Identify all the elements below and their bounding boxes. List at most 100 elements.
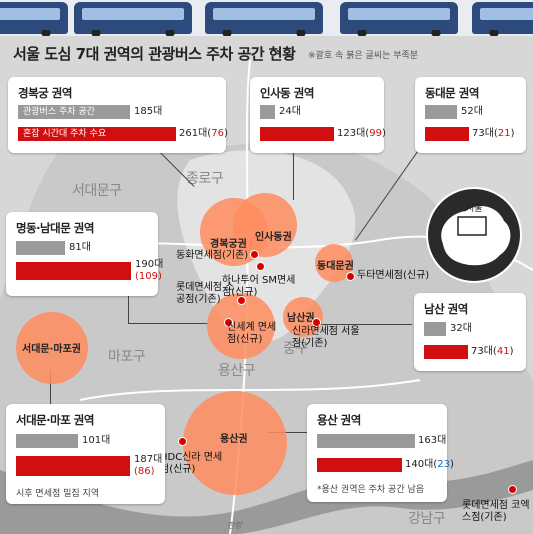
circle-label-insadong: 인사동권 [255,232,292,243]
demand-value: 73대(21) [472,128,515,139]
box-footnote: *용산 권역은 주차 공간 남음 [317,485,425,495]
store-dot [224,318,233,327]
demand-bar [425,127,469,141]
surplus-value: 23 [437,459,450,470]
demand-bar [16,262,131,280]
bus-icon [472,2,533,36]
shortage-value: 41 [496,346,510,357]
leader-line [293,150,294,200]
leader-line [312,324,412,325]
seoul-inset-label: 서울 [466,204,483,214]
parking-value: 185대 [134,106,163,117]
circle-yongsan [183,391,287,495]
demand-bar [260,127,334,141]
region-mapo: 마포구 [108,349,146,365]
box-title: 인사동 권역 [260,86,314,100]
store-dot [312,318,321,327]
watermark: 한랑 [227,521,242,530]
demand-value: 73대(41) [471,346,514,357]
store-hdc-shilla: HDC신라 면세점(신규) [160,452,223,475]
bus-strip [0,0,533,36]
demand-bar [16,456,130,476]
bus-icon [205,2,323,36]
leader-line [128,296,129,324]
box-title: 서대문·마포 권역 [16,413,94,427]
demand-value: 187대 [134,454,163,465]
region-jongno: 종로구 [186,171,224,187]
store-dongwha: 동화면세점(기존) [176,250,249,261]
region-gangnam: 강남구 [408,511,446,527]
store-doota: 두타면세점(신규) [357,270,430,281]
circle-label-gyeongbok: 경복궁권 [210,239,247,250]
box-title: 동대문 권역 [425,86,479,100]
box-myeongdong: 명동·남대문 권역 81대 190대 (109) [6,212,163,296]
box-insadong: 인사동 권역 24대 123대(99) [250,77,386,153]
box-footnote: 시후 면세점 밀집 지역 [16,489,100,499]
demand-value: 123대(99) [337,128,386,139]
region-seodaemun: 서대문구 [72,183,122,199]
store-lotte-coex: 롯데면세점 코엑스점(기존) [462,500,530,523]
box-title: 명동·남대문 권역 [16,221,94,235]
demand-value: 190대 [135,259,164,270]
shortage-value: (109) [135,271,162,282]
bus-icon [0,2,68,36]
shortage-value: (86) [134,466,155,477]
leader-line [128,323,208,324]
shortage-note: ※괄호 속 붉은 글씨는 부족분 [308,51,419,61]
parking-bar [317,434,415,448]
box-namsan: 남산 권역 32대 73대(41) [414,293,526,371]
shortage-value: 76 [211,128,224,139]
circle-insadong [233,193,297,257]
circle-label-seodaemun: 서대문·마포권 [22,344,81,355]
demand-value: 261대(76) [179,128,228,139]
shortage-value: 99 [369,128,382,139]
circle-label-dongdaemun: 동대문권 [317,261,354,272]
leader-line [268,432,308,433]
parking-bar [16,434,78,448]
store-dot [508,485,517,494]
parking-bar [425,105,457,119]
demand-bar [317,458,402,472]
parking-bar: 관광버스 주차 공간 [18,105,130,119]
circle-label-namsan: 남산권 [287,313,315,324]
parking-value: 32대 [450,323,472,334]
region-jung: 중구 [283,341,308,357]
infographic-title: 서울 도심 7대 권역의 관광버스 주차 공간 현황 [13,45,296,63]
parking-value: 101대 [82,435,111,446]
shortage-value: 21 [497,128,511,139]
parking-bar [260,105,275,119]
parking-value: 163대 [418,435,447,446]
seoul-outline [441,206,511,266]
parking-bar [16,241,65,255]
parking-bar [424,322,446,336]
box-seodaemun: 서대문·마포 권역 101대 187대 (86) 시후 면세점 밀집 지역 [6,404,165,504]
bus-icon [340,2,458,36]
leader-line [50,370,51,414]
legend-demand: 혼잡 시간대 주차 수요 [23,129,107,139]
store-shilla: 신라면세점 서울점(기존) [292,326,360,349]
store-dot [237,296,246,305]
circle-seodaemun [16,312,88,384]
region-yongsan: 용산구 [218,363,256,379]
box-dongdaemun: 동대문 권역 52대 73대(21) [415,77,526,153]
store-hanatour: 하나투어 SM면세점(신규) [222,275,296,298]
box-yongsan: 용산 권역 163대 140대(23) *용산 권역은 주차 공간 남음 [307,404,454,502]
seoul-inset: 서울 [426,187,522,283]
circle-namsan [283,297,323,337]
parking-value: 81대 [69,242,91,253]
demand-bar: 혼잡 시간대 주차 수요 [18,127,176,141]
store-shinsegae: 신세계 면세점(신규) [227,322,277,345]
legend-parking: 관광버스 주차 공간 [23,107,95,117]
box-title: 용산 권역 [317,413,361,427]
box-gyeongbok: 경복궁 권역 관광버스 주차 공간 185대 혼잡 시간대 주차 수요 261대… [8,77,228,153]
circle-label-yongsan: 용산권 [220,434,248,445]
demand-value: 140대(23) [405,459,454,470]
parking-value: 52대 [461,106,483,117]
box-title: 남산 권역 [424,302,468,316]
store-dot [346,272,355,281]
parking-value: 24대 [279,106,301,117]
demand-bar [424,345,468,359]
store-lotte-sogong: 롯데면세점 소공점(기존) [176,282,235,305]
store-dot [250,250,259,259]
